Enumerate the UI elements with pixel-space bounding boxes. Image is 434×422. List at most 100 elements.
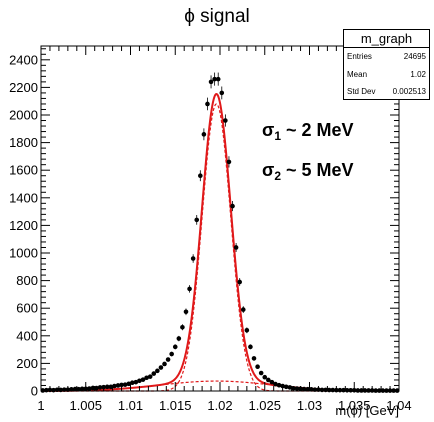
data-point <box>233 245 239 250</box>
data-point <box>287 385 293 390</box>
y-tick-label: 200 <box>16 356 38 371</box>
data-point <box>112 383 117 389</box>
stats-title: m_graph <box>344 30 429 48</box>
sigma2-annotation: σ2 ~ 5 MeV <box>262 160 354 183</box>
data-point <box>258 370 264 376</box>
y-tick-label: 1800 <box>9 135 38 150</box>
data-point <box>90 385 96 391</box>
y-tick-label: 1400 <box>9 190 38 205</box>
data-point <box>72 386 78 392</box>
stats-label: Entries <box>347 52 372 61</box>
x-tick-label: 1.03 <box>297 398 322 413</box>
data-point <box>97 385 103 390</box>
y-tick-label: 800 <box>16 273 38 288</box>
stats-value: 24695 <box>403 52 426 61</box>
data-point <box>212 76 217 82</box>
data-point <box>294 386 300 391</box>
data-point <box>255 364 260 370</box>
y-tick-label: 2400 <box>9 52 38 67</box>
data-point <box>69 387 74 392</box>
data-point <box>362 388 368 393</box>
data-point <box>283 384 289 390</box>
data-point <box>208 79 214 85</box>
data-point <box>151 371 157 376</box>
data-point <box>308 387 314 392</box>
sigma-subscript: 1 <box>274 129 282 143</box>
chart-title: ϕ signal <box>184 6 250 27</box>
data-point <box>219 90 225 96</box>
data-point <box>366 388 371 393</box>
sigma-symbol: σ <box>262 160 275 180</box>
data-point <box>122 382 128 387</box>
data-point <box>79 386 85 392</box>
data-point <box>87 386 92 391</box>
data-point <box>144 375 149 381</box>
y-tick-label: 600 <box>16 301 38 316</box>
data-point <box>194 217 200 223</box>
data-point <box>104 384 110 390</box>
y-tick-label: 2000 <box>9 108 38 123</box>
x-tick-label: 1.005 <box>69 398 102 413</box>
data-point <box>162 361 167 367</box>
data-point <box>237 279 242 285</box>
data-point <box>240 307 246 312</box>
data-point <box>119 382 124 388</box>
data-point <box>76 386 81 392</box>
y-tick-label: 1200 <box>9 218 38 233</box>
data-point <box>198 173 203 179</box>
sigma1-annotation: σ1 ~ 2 MeV <box>262 120 354 143</box>
y-tick-label: 0 <box>31 384 38 399</box>
x-axis-label: m(ϕ) [GeV] <box>335 403 399 418</box>
y-tick-label: 2200 <box>9 80 38 95</box>
data-point <box>108 384 114 390</box>
gaussian-1-curve <box>41 103 399 392</box>
data-point <box>165 357 171 362</box>
x-tick-label: 1.02 <box>207 398 232 413</box>
data-point <box>158 365 164 370</box>
stats-label: Mean <box>347 69 368 79</box>
data-point <box>129 380 135 386</box>
data-point <box>301 386 307 392</box>
data-point <box>137 378 142 384</box>
data-point <box>190 256 196 261</box>
data-point <box>223 118 228 123</box>
stats-value: 1.02 <box>410 69 426 79</box>
axes: 1 1.005 1.01 1.015 1.02 1.025 1.03 1.035 1.04 0 20… <box>9 45 412 413</box>
data-point <box>140 377 146 382</box>
data-point <box>126 381 132 387</box>
data-point <box>205 101 210 107</box>
x-tick-label: 1 <box>37 398 44 413</box>
data-point <box>176 336 182 341</box>
y-tick-label: 400 <box>16 328 38 343</box>
stats-label: Std Dev <box>347 87 376 96</box>
data-point <box>226 159 232 165</box>
stats-row-mean: Mean 1.02 <box>344 66 429 84</box>
sigma-value: ~ 2 MeV <box>286 120 354 140</box>
stats-row-entries: Entries 24695 <box>344 48 429 66</box>
data-point <box>187 286 192 292</box>
data-point <box>40 388 46 393</box>
data-point <box>355 388 361 393</box>
data-point <box>269 379 275 385</box>
data-point <box>359 388 364 393</box>
data-point <box>291 385 296 391</box>
data-point <box>276 382 282 388</box>
y-tick-label: 1600 <box>9 163 38 178</box>
stats-box: m_graph Entries 24695 Mean 1.02 Std Dev … <box>343 29 430 100</box>
data-point <box>201 132 207 137</box>
data-point <box>305 386 311 392</box>
stats-row-stddev: Std Dev 0.002513 <box>344 83 429 101</box>
x-tick-label: 1.025 <box>248 398 281 413</box>
data-point <box>133 379 139 385</box>
x-tick-label: 1.015 <box>159 398 192 413</box>
data-point <box>172 344 178 350</box>
data-point <box>169 351 174 357</box>
data-point <box>183 309 189 315</box>
data-point <box>147 374 153 379</box>
data-point <box>266 377 271 383</box>
data-point <box>262 374 268 380</box>
data-point <box>273 381 278 387</box>
data-point <box>115 383 121 388</box>
stats-value: 0.002513 <box>392 87 426 96</box>
